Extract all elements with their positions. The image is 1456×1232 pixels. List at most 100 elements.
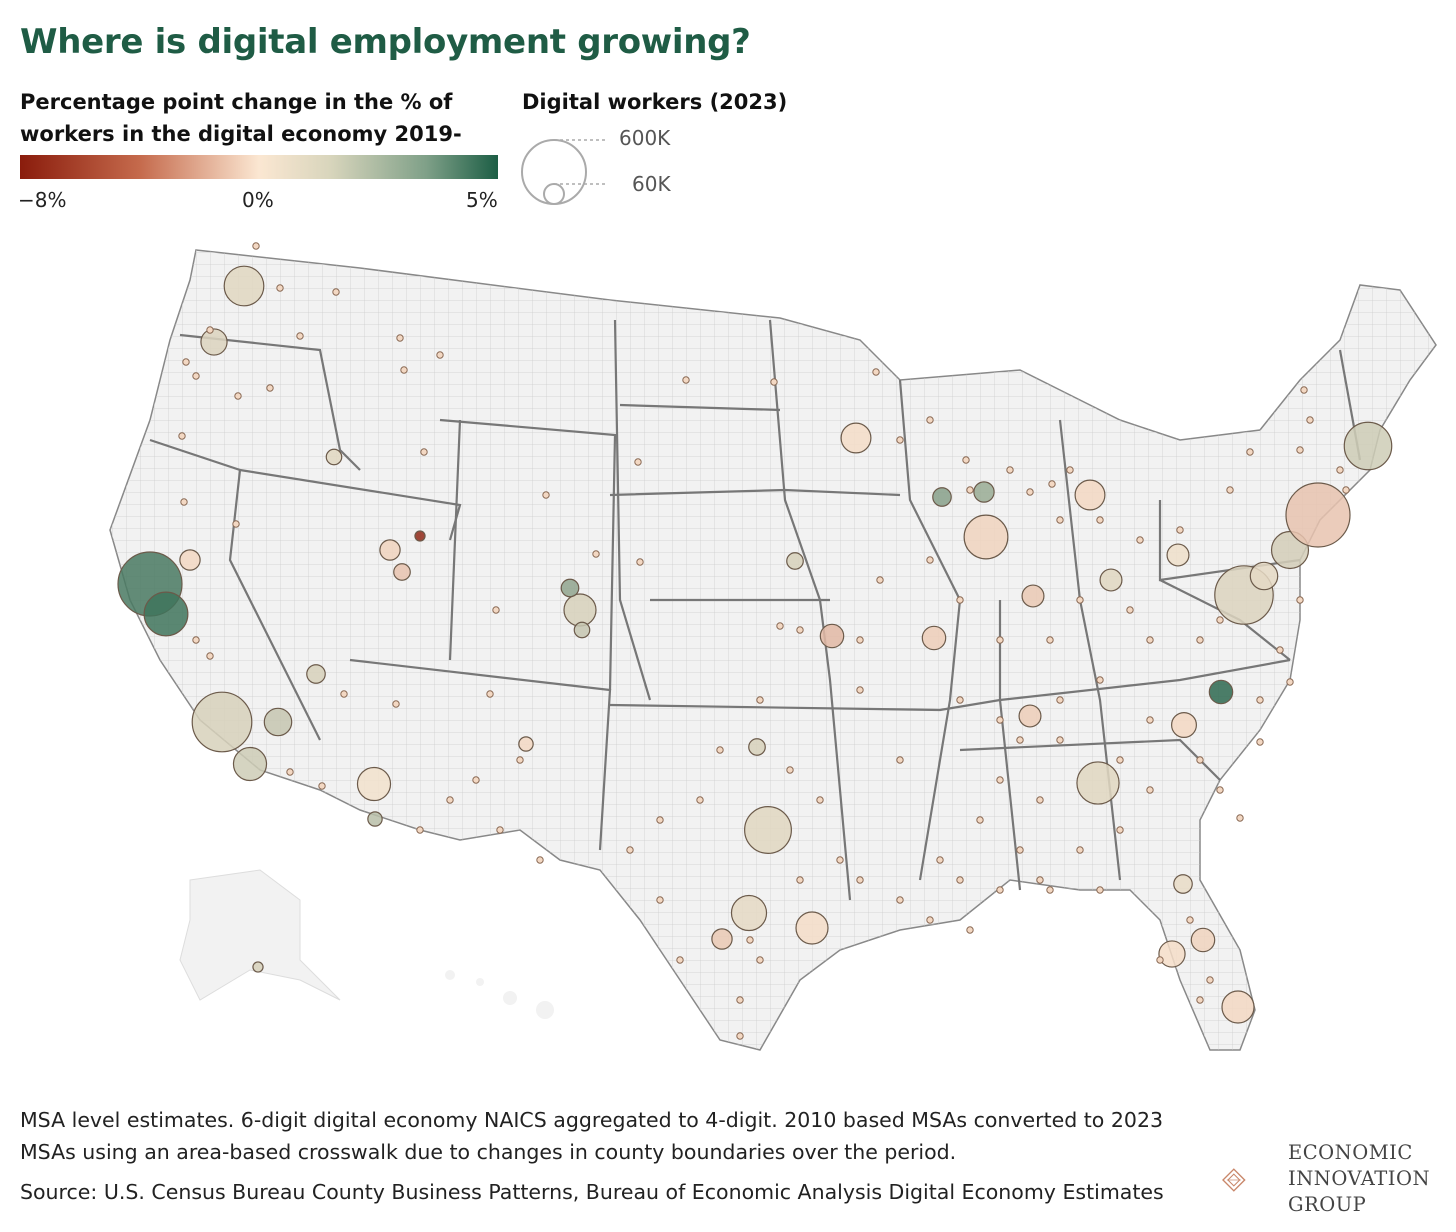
msa-marker-small <box>332 288 340 296</box>
msa-marker-small <box>796 626 804 634</box>
msa-marker-small <box>682 376 690 384</box>
msa-marker <box>1221 990 1255 1024</box>
msa-marker-small <box>1076 846 1084 854</box>
msa-marker <box>200 328 228 356</box>
msa-marker-small <box>542 491 550 499</box>
color-legend-max: 5% <box>466 188 498 212</box>
state-border <box>959 738 1221 781</box>
msa-marker <box>744 806 792 854</box>
msa-marker-small <box>1236 814 1244 822</box>
msa-marker-small <box>1296 446 1304 454</box>
msa-marker-small <box>1196 996 1204 1004</box>
msa-marker-small <box>856 686 864 694</box>
msa-marker-small <box>1016 736 1024 744</box>
color-legend-min: −8% <box>18 188 67 212</box>
msa-marker <box>711 928 733 950</box>
logo-mark-icon <box>1222 1168 1246 1192</box>
msa-marker-small <box>896 896 904 904</box>
msa-marker-small <box>756 696 764 704</box>
logo-wordmark: ECONOMIC INNOVATION GROUP <box>1288 1140 1430 1218</box>
msa-marker <box>1171 712 1197 738</box>
msa-marker <box>325 448 343 466</box>
msa-marker-small <box>962 456 970 464</box>
msa-marker-small <box>1226 486 1234 494</box>
msa-marker-small <box>746 936 754 944</box>
msa-marker <box>1021 584 1045 608</box>
msa-marker <box>223 265 265 307</box>
msa-marker-small <box>400 366 408 374</box>
msa-marker-small <box>1216 786 1224 794</box>
size-legend-title: Digital workers (2023) <box>522 90 788 114</box>
msa-marker-small <box>736 996 744 1004</box>
msa-marker-small <box>396 334 404 342</box>
msa-marker-small <box>776 622 784 630</box>
msa-marker-small <box>926 416 934 424</box>
color-legend-mid: 0% <box>242 188 274 212</box>
state-border <box>613 319 652 701</box>
msa-marker <box>1208 679 1234 705</box>
msa-marker-small <box>496 826 504 834</box>
alaska <box>179 869 341 1001</box>
msa-marker-small <box>656 896 664 904</box>
msa-marker <box>143 591 189 637</box>
logo-line-1: ECONOMIC <box>1288 1141 1413 1164</box>
msa-marker <box>306 664 326 684</box>
msa-marker-small <box>1116 756 1124 764</box>
contiguous-us-shape <box>109 249 1437 1051</box>
msa-marker <box>232 746 268 782</box>
hawaii <box>445 970 554 1019</box>
msa-marker-small <box>1066 466 1074 474</box>
msa-marker-small <box>1026 488 1034 496</box>
msa-marker <box>786 552 804 570</box>
logo-line-2: INNOVATION <box>1288 1167 1431 1190</box>
msa-marker-small <box>1056 736 1064 744</box>
msa-marker <box>379 539 401 561</box>
msa-marker-small <box>180 498 188 506</box>
msa-marker-small <box>1048 480 1056 488</box>
msa-marker-small <box>1116 826 1124 834</box>
state-border <box>239 468 462 541</box>
msa-marker-small <box>1096 886 1104 894</box>
msa-marker-small <box>876 576 884 584</box>
msa-marker <box>921 625 947 651</box>
msa-marker-small <box>1096 516 1104 524</box>
msa-marker-small <box>996 636 1004 644</box>
msa-marker-small <box>656 816 664 824</box>
msa-marker-small <box>206 326 214 334</box>
state-border <box>439 418 617 691</box>
msa-marker-small <box>276 284 284 292</box>
state-border <box>179 333 361 471</box>
msa-marker-small <box>472 776 480 784</box>
us-map <box>109 242 1437 1051</box>
msa-marker-small <box>1206 976 1214 984</box>
msa-marker-small <box>966 486 974 494</box>
msa-marker <box>795 911 829 945</box>
msa-marker-small <box>1006 466 1014 474</box>
msa-marker-small <box>1146 716 1154 724</box>
msa-marker-small <box>192 372 200 380</box>
msa-marker <box>1158 940 1186 968</box>
size-legend-large-circle <box>521 139 587 205</box>
msa-marker-small <box>926 556 934 564</box>
msa-marker-small <box>756 956 764 964</box>
color-legend-title: Percentage point change in the % of work… <box>20 90 462 178</box>
msa-marker-small <box>736 1032 744 1040</box>
msa-marker <box>730 894 768 932</box>
msa-marker <box>840 422 872 454</box>
msa-marker-small <box>626 846 634 854</box>
msa-marker <box>1099 568 1123 592</box>
msa-marker-small <box>956 696 964 704</box>
msa-marker-small <box>1046 636 1054 644</box>
msa-marker-small <box>816 796 824 804</box>
msa-marker-small <box>836 856 844 864</box>
msa-marker-small <box>1342 486 1350 494</box>
msa-marker-small <box>286 768 294 776</box>
msa-marker-small <box>996 886 1004 894</box>
source-note: Source: U.S. Census Bureau County Busine… <box>20 1180 1164 1204</box>
msa-marker-small <box>1176 526 1184 534</box>
msa-marker-small <box>1146 786 1154 794</box>
msa-marker-small <box>966 926 974 934</box>
msa-marker-small <box>856 876 864 884</box>
msa-marker-small <box>1036 876 1044 884</box>
msa-marker-small <box>252 242 260 250</box>
